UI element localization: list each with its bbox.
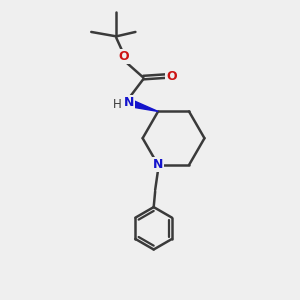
- Text: N: N: [153, 158, 163, 172]
- Text: O: O: [118, 50, 129, 63]
- Text: O: O: [166, 70, 177, 83]
- Polygon shape: [128, 99, 158, 111]
- Text: H: H: [113, 98, 122, 112]
- Text: N: N: [124, 96, 134, 109]
